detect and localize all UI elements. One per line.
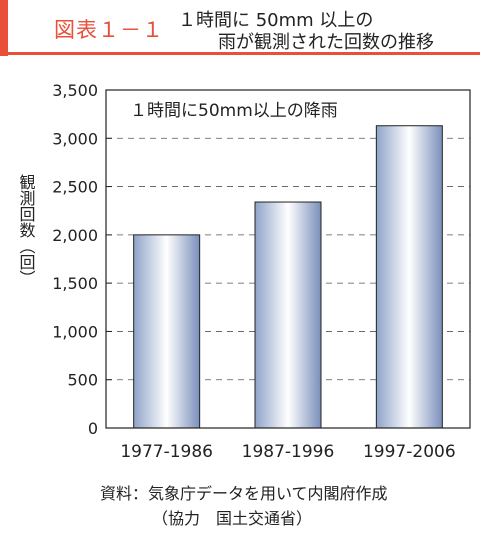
header-accent-bar — [0, 0, 8, 56]
x-tick-label: 1977-1986 — [120, 442, 213, 462]
figure-code: 図表１－１ — [54, 18, 164, 42]
header-rule — [0, 52, 480, 55]
x-tick-label: 1987-1996 — [242, 442, 335, 462]
bar-1987-1996 — [254, 201, 322, 429]
y-tick-label: 0 — [88, 419, 98, 438]
figure-title-line-2: 雨が観測された回数の推移 — [218, 32, 434, 53]
y-tick-label: 2,500 — [52, 178, 98, 197]
plot-frame — [105, 89, 471, 429]
y-tick-labels: 0 500 1,000 1,500 2,000 2,500 3,000 3,500 — [52, 81, 98, 438]
y-tick-label: 3,000 — [52, 129, 98, 148]
x-tick-label: 1997-2006 — [363, 442, 456, 462]
chart-title: １時間に50mm以上の降雨 — [130, 101, 338, 121]
bar-1977-1986 — [133, 234, 201, 429]
y-axis-label: 観測回数（回） — [17, 174, 36, 286]
y-tick-label: 2,000 — [52, 226, 98, 245]
y-tick-label: 3,500 — [52, 81, 98, 100]
x-tick-labels: 1977-1986 1987-1996 1997-2006 — [120, 442, 455, 462]
credit-note: （協力 国土交通省） — [152, 509, 313, 528]
y-tick-label: 1,500 — [52, 274, 98, 293]
y-tick-label: 500 — [67, 371, 98, 390]
bars — [133, 125, 443, 429]
figure-header: 図表１－１ １時間に 50mm 以上の 雨が観測された回数の推移 — [0, 0, 480, 56]
source-note: 資料：気象庁データを用いて内閣府作成 — [100, 484, 388, 503]
bar-1997-2006 — [375, 125, 443, 429]
y-tick-label: 1,000 — [52, 322, 98, 341]
figure-title-line-1: １時間に 50mm 以上の — [178, 10, 374, 31]
